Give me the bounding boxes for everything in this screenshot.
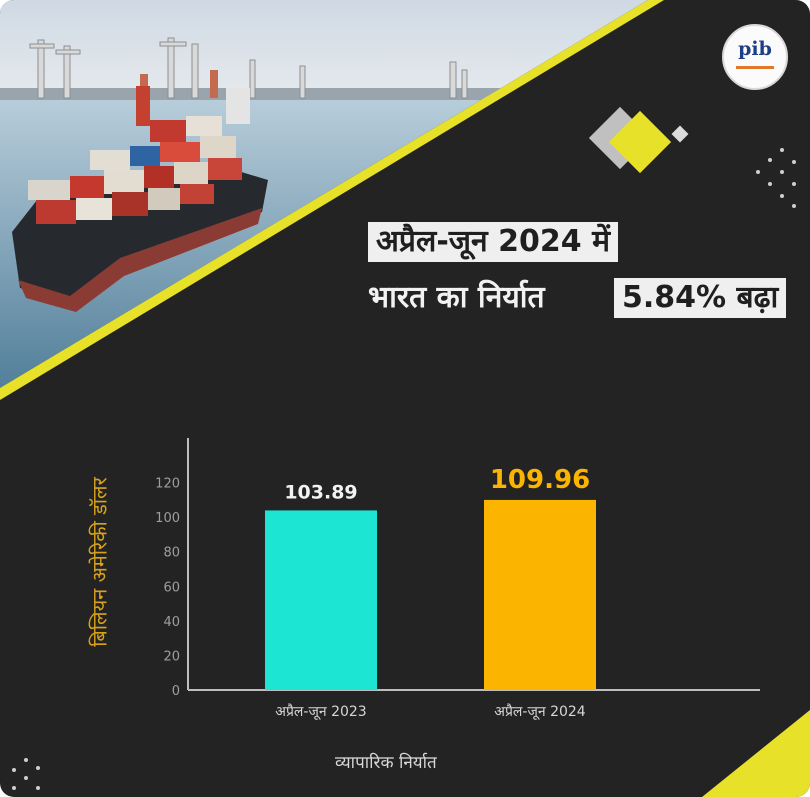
bar-chart: 0 20 40 60 80 100 120 103.89 अप्रैल-जून 2023 109… [155,438,760,720]
pib-logo: pib [722,24,788,90]
bar-2 [484,499,596,690]
y-tick-label: 0 [172,684,180,699]
y-tick-label: 20 [163,649,180,664]
y-tick-label: 60 [163,580,180,595]
y-tick-label: 100 [155,511,180,526]
headline-line-2: भारत का निर्यात [368,280,545,315]
x-tick-label: अप्रैल-जून 2024 [494,703,586,720]
logo-accent-line [736,66,774,69]
decorative-squares [588,106,689,174]
headline-line-1: अप्रैल-जून 2024 में [368,222,619,262]
pib-logo-text: pib [738,38,772,60]
bar-1 [265,510,377,690]
decorative-dots [12,148,796,790]
headline-highlight: 5.84% बढ़ा [614,278,787,318]
x-tick-label: अप्रैल-जून 2023 [275,703,366,720]
y-tick-label: 40 [163,615,180,630]
y-tick-label: 80 [163,546,180,561]
bar-value-label: 103.89 [284,481,357,503]
bar-value-label: 109.96 [490,465,590,495]
y-tick-label: 120 [155,477,180,492]
x-axis-label: व्यापारिक निर्यात [335,753,437,773]
y-axis-label: बिलियन अमेरिकी डॉलर [87,477,112,647]
